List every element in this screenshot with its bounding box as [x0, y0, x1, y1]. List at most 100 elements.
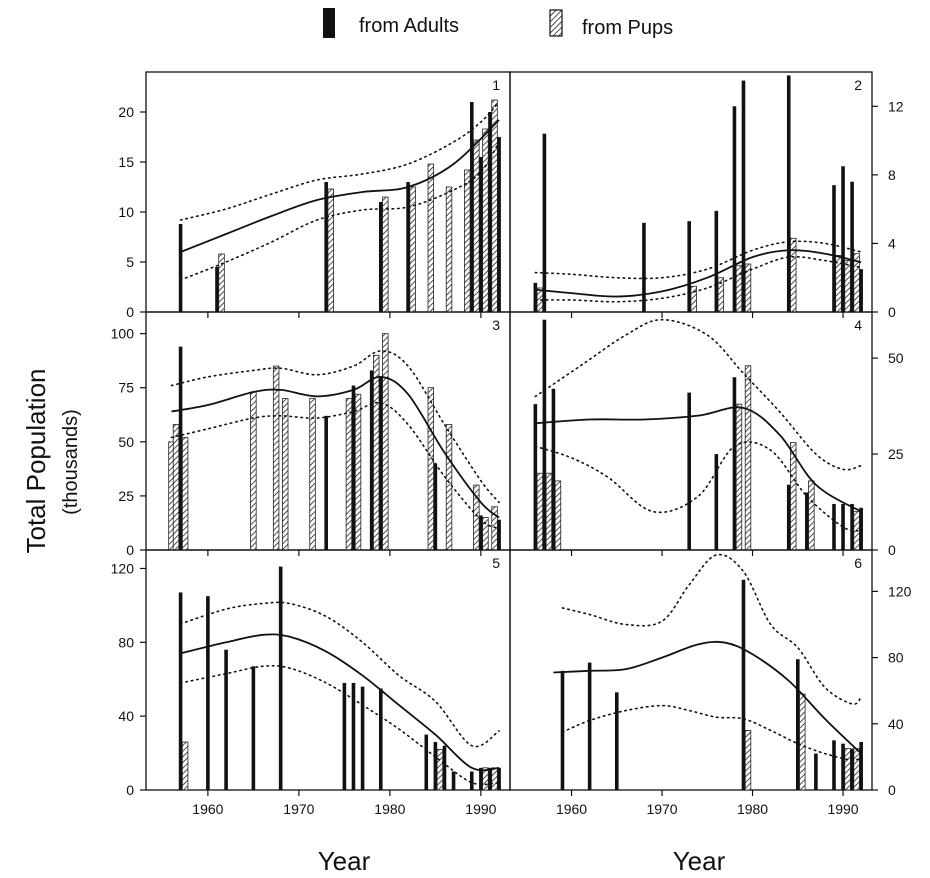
trend-line — [535, 406, 862, 513]
x-tick-label: 1990 — [827, 801, 858, 817]
y-tick-label: 0 — [888, 782, 896, 798]
bar-adults — [841, 743, 845, 790]
bar-adults — [732, 377, 737, 550]
bar-adults — [406, 182, 410, 312]
bar-adults — [278, 566, 283, 790]
bar-pups — [282, 398, 289, 551]
y-tick-label: 40 — [118, 708, 134, 724]
y-tick-label: 12 — [888, 98, 904, 114]
trend-line — [171, 376, 500, 519]
panel-2: 2 0 4 8 12 — [509, 71, 904, 320]
bar-adults — [714, 454, 719, 550]
bar-pups — [735, 265, 743, 313]
y-tick-label: 15 — [118, 154, 134, 170]
x-tick-label: 1970 — [283, 801, 314, 817]
bar-adults — [479, 157, 483, 312]
y-tick-label: 10 — [118, 204, 134, 220]
y-tick-label: 50 — [118, 434, 134, 450]
bar-pups — [744, 365, 752, 551]
y-tick-label: 50 — [888, 350, 904, 366]
bar-pups — [373, 354, 380, 551]
ci-lower-line — [179, 664, 500, 786]
bar-pups — [744, 730, 752, 791]
bar-adults — [488, 112, 492, 312]
bar-adults — [832, 740, 836, 790]
bar-adults — [642, 222, 646, 312]
bar-adults — [351, 682, 356, 790]
bar-pups — [250, 391, 257, 551]
bar-adults — [497, 767, 501, 790]
panel-number-label: 4 — [854, 317, 862, 333]
bar-pups — [427, 163, 435, 313]
bar-adults — [687, 392, 691, 550]
y-tick-label: 100 — [111, 326, 135, 342]
bar-adults — [433, 742, 438, 790]
ci-upper-line — [534, 318, 862, 471]
bar-adults — [479, 767, 483, 790]
ci-upper-line — [170, 350, 500, 504]
panels: 1051015202048123025507510040255050408012… — [111, 71, 912, 817]
panel-4: 4 0 25 50 — [509, 311, 904, 558]
bar-pups — [482, 517, 489, 551]
bar-adults — [732, 106, 737, 313]
bar-adults — [224, 649, 228, 790]
bar-adults — [178, 346, 183, 550]
ci-upper-line — [561, 553, 862, 705]
bar-pups — [690, 285, 697, 313]
bar-pups — [835, 255, 842, 313]
bar-adults — [687, 221, 691, 312]
bar-adults — [850, 181, 854, 312]
bar-adults — [832, 503, 836, 550]
y-tick-label: 8 — [888, 167, 896, 183]
bar-adults — [342, 682, 347, 790]
bar-adults — [533, 404, 538, 550]
panel-frame — [509, 311, 873, 551]
y-tick-label: 25 — [888, 446, 904, 462]
bar-adults — [533, 282, 538, 312]
bar-pups — [554, 480, 562, 551]
bar-adults — [832, 185, 836, 312]
bar-adults — [378, 376, 383, 550]
bar-adults — [814, 753, 818, 790]
panel-number-label: 3 — [492, 317, 500, 333]
bar-pups — [491, 767, 498, 791]
ci-lower-line — [534, 441, 862, 532]
legend-adults-swatch — [323, 8, 335, 38]
x-tick-label: 1980 — [737, 801, 768, 817]
ci-lower-line — [179, 141, 500, 281]
y-tick-label: 25 — [118, 488, 134, 504]
panel-number-label: 2 — [854, 77, 862, 93]
y-tick-label: 4 — [888, 235, 896, 251]
y-tick-label: 0 — [126, 304, 134, 320]
bar-pups — [172, 424, 180, 551]
bar-adults — [442, 745, 447, 790]
trend-line — [535, 249, 862, 298]
bar-adults — [551, 388, 556, 550]
ci-upper-line — [179, 101, 500, 221]
bar-adults — [215, 267, 219, 312]
panel-frame — [145, 311, 511, 551]
bar-adults — [378, 202, 383, 312]
bar-pups — [482, 767, 489, 791]
bar-adults — [424, 734, 429, 790]
bar-pups — [853, 748, 860, 791]
bar-pups — [327, 188, 334, 313]
panel-6: 6 0 40 80 120 1960 1970 1980 1990 — [509, 549, 912, 817]
bar-adults — [850, 503, 854, 550]
ci-lower-line — [561, 704, 862, 762]
y-tick-label: 120 — [111, 560, 135, 576]
legend-pups-label: from Pups — [582, 17, 673, 39]
bar-adults — [741, 80, 746, 312]
bar-pups — [790, 442, 797, 551]
legend: from Adults from Pups — [323, 8, 673, 39]
bar-pups — [445, 424, 453, 551]
bar-adults — [251, 666, 256, 790]
legend-adults-label: from Adults — [359, 15, 459, 37]
ci-upper-line — [179, 601, 500, 748]
trend-line — [180, 119, 500, 253]
y-axis-title: Total Population — [21, 368, 51, 553]
bar-adults — [805, 492, 809, 550]
ci-lower-line — [534, 256, 862, 303]
bar-adults — [451, 771, 456, 790]
